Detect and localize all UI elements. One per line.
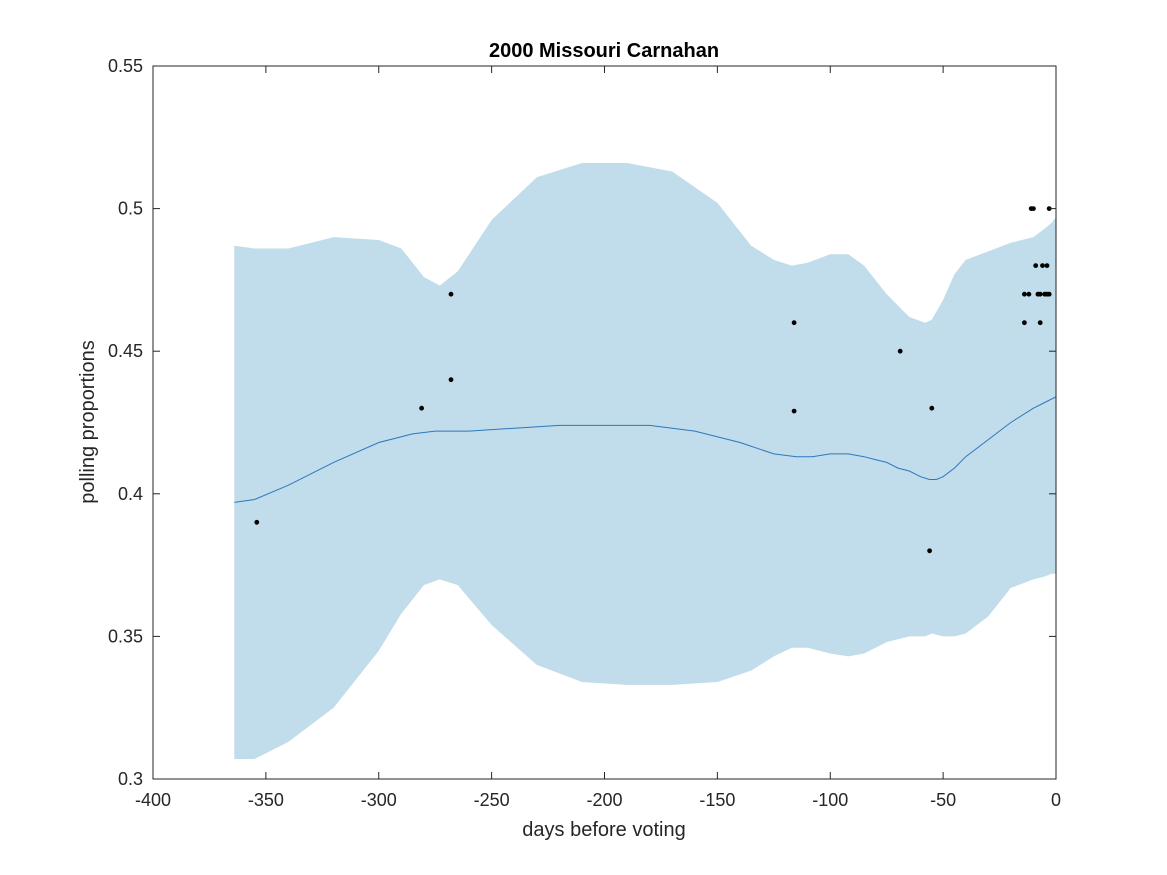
poll-point — [1022, 291, 1027, 297]
poll-points-layer — [254, 206, 1052, 554]
y-tick-label: 0.4 — [118, 484, 143, 504]
y-tick-label: 0.5 — [118, 199, 143, 219]
poll-point — [791, 408, 797, 414]
poll-point — [254, 519, 260, 525]
poll-point — [1033, 263, 1039, 268]
poll-point — [1026, 291, 1032, 297]
x-tick-label: -350 — [248, 790, 284, 810]
poll-point — [897, 348, 903, 354]
poll-point — [448, 377, 454, 383]
x-tick-label: -300 — [361, 790, 397, 810]
x-tick-label: -400 — [135, 790, 171, 810]
x-tick-label: 0 — [1051, 790, 1061, 810]
poll-point — [1040, 263, 1045, 268]
poll-point — [419, 405, 424, 411]
confidence-band-layer — [234, 163, 1057, 759]
mean-line-layer — [234, 396, 1057, 503]
chart-title: 2000 Missouri Carnahan — [489, 40, 719, 62]
poll-point — [791, 320, 797, 326]
poll-point — [929, 405, 935, 411]
x-tick-label: -250 — [474, 790, 510, 810]
y-tick-label: 0.35 — [108, 626, 143, 646]
poll-point — [1044, 263, 1050, 268]
y-tick-label: 0.3 — [118, 769, 143, 789]
poll-point — [1046, 291, 1052, 297]
y-tick-label: 0.45 — [108, 341, 143, 361]
x-tick-label: -200 — [586, 790, 622, 810]
y-tick-label: 0.55 — [108, 56, 143, 76]
poll-point — [1022, 320, 1027, 326]
confidence-band — [234, 163, 1057, 759]
poll-point — [1037, 291, 1043, 297]
x-tick-label: -100 — [812, 790, 848, 810]
poll-point — [1037, 320, 1043, 326]
x-tick-label: -150 — [699, 790, 735, 810]
mean-line — [234, 396, 1057, 503]
x-tick-label: -50 — [930, 790, 956, 810]
x-axis-ticks: -400 -350 -300 -250 -200 -150 -100 -50 0 — [135, 66, 1061, 810]
poll-point — [927, 548, 932, 554]
poll-point — [448, 291, 454, 297]
poll-point — [1031, 206, 1036, 212]
y-axis-ticks: 0.3 0.35 0.4 0.45 0.5 0.55 — [108, 56, 1056, 789]
y-axis-label: polling proportions — [77, 340, 99, 503]
x-axis-label: days before voting — [522, 819, 685, 841]
